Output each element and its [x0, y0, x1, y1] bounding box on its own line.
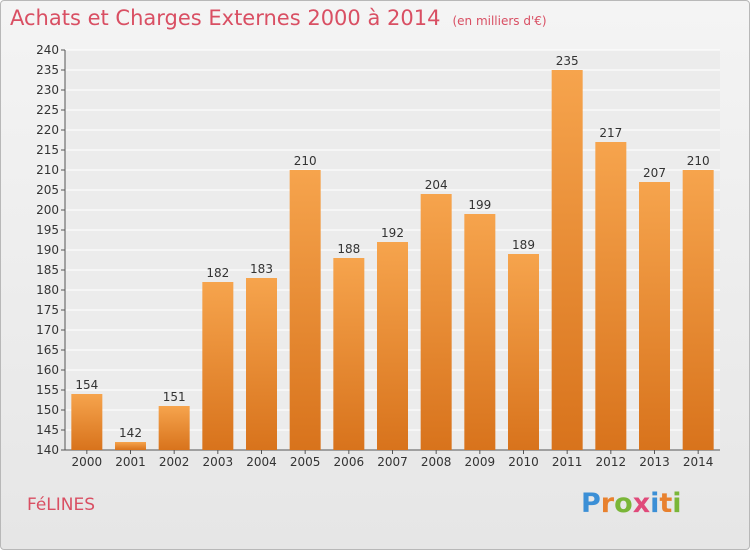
bar-2011: [551, 70, 583, 450]
value-label-2006: 188: [337, 242, 360, 256]
chart-unit: (en milliers d'€): [452, 14, 547, 28]
value-label-2014: 210: [687, 154, 710, 168]
chart-title-text: Achats et Charges Externes 2000 à 2014: [10, 6, 441, 30]
x-tick-label-2002: 2002: [159, 455, 190, 469]
value-label-2010: 189: [512, 238, 535, 252]
bar-2013: [639, 182, 670, 450]
logo-letter: t: [659, 488, 673, 519]
logo-letter: o: [614, 488, 633, 519]
x-tick-label-2013: 2013: [639, 455, 670, 469]
x-tick-label-2003: 2003: [203, 455, 234, 469]
y-tick-label: 195: [36, 223, 59, 237]
x-tick-label-2004: 2004: [246, 455, 277, 469]
y-tick-label: 200: [36, 203, 59, 217]
value-label-2000: 154: [75, 378, 98, 392]
y-tick-label: 220: [36, 123, 59, 137]
bar-2008: [420, 194, 452, 450]
logo-letter: P: [581, 488, 601, 519]
bar-2007: [377, 242, 408, 450]
value-label-2005: 210: [294, 154, 317, 168]
value-label-2007: 192: [381, 226, 404, 240]
logo-letter: i: [672, 488, 682, 519]
y-tick-label: 190: [36, 243, 59, 257]
value-label-2013: 207: [643, 166, 666, 180]
bar-2003: [202, 282, 234, 450]
y-tick-label: 205: [36, 183, 59, 197]
bar-2002: [158, 406, 190, 450]
x-tick-label-2012: 2012: [596, 455, 627, 469]
y-tick-label: 150: [36, 403, 59, 417]
y-tick-label: 145: [36, 423, 59, 437]
bar-2009: [464, 214, 496, 450]
bar-2010: [508, 254, 539, 450]
bar-2006: [333, 258, 365, 450]
bar-2012: [595, 142, 627, 450]
bar-2014: [682, 170, 714, 450]
y-tick-label: 140: [36, 443, 59, 457]
value-label-2008: 204: [425, 178, 448, 192]
proxiti-logo: Proxiti: [581, 488, 682, 519]
y-tick-label: 185: [36, 263, 59, 277]
x-tick-label-2007: 2007: [377, 455, 408, 469]
value-label-2001: 142: [119, 426, 142, 440]
x-tick-label-2010: 2010: [508, 455, 539, 469]
chart-title: Achats et Charges Externes 2000 à 2014 (e…: [10, 6, 547, 30]
commune-name: FéLINES: [27, 495, 96, 515]
logo-letter: i: [650, 488, 660, 519]
x-tick-label-2000: 2000: [72, 455, 103, 469]
x-tick-label-2014: 2014: [683, 455, 714, 469]
x-tick-label-2009: 2009: [465, 455, 496, 469]
y-tick-label: 155: [36, 383, 59, 397]
y-tick-label: 170: [36, 323, 59, 337]
y-tick-label: 180: [36, 283, 59, 297]
y-tick-label: 215: [36, 143, 59, 157]
value-label-2011: 235: [556, 54, 579, 68]
value-label-2009: 199: [468, 198, 491, 212]
value-label-2004: 183: [250, 262, 273, 276]
value-label-2012: 217: [599, 126, 622, 140]
logo-letter: r: [600, 488, 615, 519]
x-tick-label-2011: 2011: [552, 455, 583, 469]
x-tick-label-2005: 2005: [290, 455, 321, 469]
bar-2004: [246, 278, 277, 450]
x-tick-label-2001: 2001: [115, 455, 146, 469]
y-tick-label: 160: [36, 363, 59, 377]
bar-2001: [115, 442, 146, 450]
bar-2005: [289, 170, 321, 450]
y-tick-label: 235: [36, 63, 59, 77]
y-tick-label: 225: [36, 103, 59, 117]
x-tick-label-2006: 2006: [334, 455, 365, 469]
value-label-2003: 182: [206, 266, 229, 280]
y-tick-label: 175: [36, 303, 59, 317]
x-tick-label-2008: 2008: [421, 455, 452, 469]
bar-2000: [71, 394, 103, 450]
y-tick-label: 240: [36, 43, 59, 57]
value-label-2002: 151: [163, 390, 186, 404]
y-tick-label: 230: [36, 83, 59, 97]
y-tick-label: 210: [36, 163, 59, 177]
logo-letter: x: [632, 488, 651, 519]
y-tick-label: 165: [36, 343, 59, 357]
